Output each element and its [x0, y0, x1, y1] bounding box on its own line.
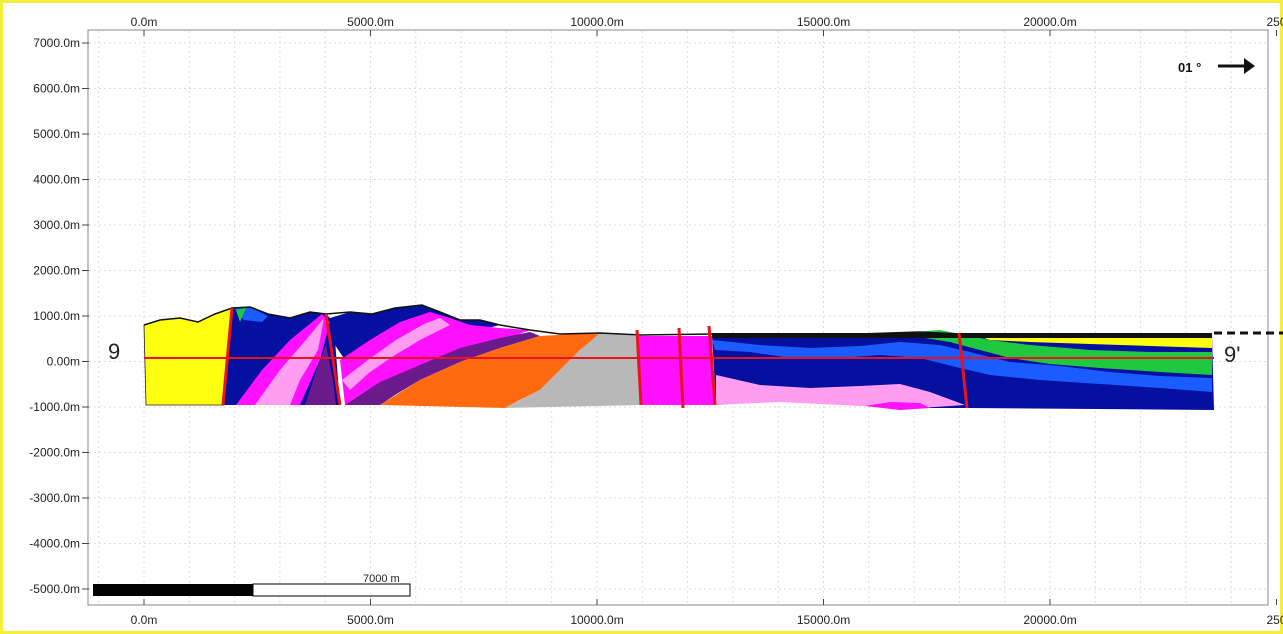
scale-bar: 7000 m: [93, 573, 411, 597]
scale-bar-label: 7000 m: [363, 573, 400, 585]
x-tick-label: 15000.0m: [797, 613, 850, 627]
y-tick-label: -3000.0m: [29, 491, 80, 505]
direction-arrow-icon: [1218, 58, 1255, 74]
x-tick-label: 15000.0m: [797, 15, 850, 29]
unit-purple-2: [345, 332, 540, 405]
x-tick-label: 250: [1266, 613, 1283, 627]
unit-pink-2: [342, 318, 450, 390]
x-tick-label: 20000.0m: [1023, 15, 1076, 29]
x-tick-label: 250: [1266, 15, 1283, 29]
y-tick-label: -4000.0m: [29, 537, 80, 551]
x-tick-label: 0.0m: [131, 15, 158, 29]
y-tick-label: 7000.0m: [33, 36, 80, 50]
section-start-label: 9: [108, 339, 120, 364]
surface-black-band: [712, 333, 1212, 338]
y-tick-label: 0.00m: [47, 355, 80, 369]
fault-1: [221, 307, 234, 406]
unit-magenta-3: [636, 336, 715, 405]
fault-6: [957, 332, 969, 409]
fault-4: [677, 327, 685, 409]
y-tick-label: -2000.0m: [29, 446, 80, 460]
fault-5: [707, 325, 717, 406]
faults: [221, 307, 969, 409]
unit-magenta-lens: [865, 402, 930, 410]
y-tick-label: 1000.0m: [33, 309, 80, 323]
unit-pink-east: [716, 375, 965, 408]
x-axis-bottom: 0.0m 5000.0m 10000.0m 15000.0m 20000.0m 250: [131, 599, 1283, 627]
x-tick-label: 5000.0m: [347, 15, 394, 29]
x-axis-top: 0.0m 5000.0m 10000.0m 15000.0m 20000.0m 250: [131, 15, 1283, 36]
x-tick-label: 10000.0m: [570, 613, 623, 627]
unit-purple-1: [305, 345, 336, 405]
y-axis: 7000.0m 6000.0m 5000.0m 4000.0m 3000.0m 2000.…: [29, 36, 89, 596]
unit-grey: [505, 333, 640, 408]
unit-pink-1: [255, 318, 324, 405]
unit-yellow-west: [143, 307, 233, 406]
y-tick-label: -5000.0m: [29, 582, 80, 596]
x-tick-label: 10000.0m: [570, 15, 623, 29]
y-tick-label: 4000.0m: [33, 173, 80, 187]
y-tick-label: 3000.0m: [33, 218, 80, 232]
section-end-label: 9': [1224, 342, 1240, 367]
unit-green-east: [915, 330, 1212, 375]
unit-green-1: [236, 308, 246, 322]
y-tick-label: 6000.0m: [33, 82, 80, 96]
azimuth-label: 01 °: [1178, 60, 1201, 75]
fault-2: [324, 313, 342, 406]
x-tick-label: 0.0m: [131, 613, 158, 627]
y-tick-label: 2000.0m: [33, 264, 80, 278]
unit-orange: [380, 334, 600, 408]
x-tick-label: 5000.0m: [347, 613, 394, 627]
y-tick-label: -1000.0m: [29, 400, 80, 414]
fault-3: [635, 329, 643, 406]
unit-magenta-1: [236, 314, 330, 405]
x-tick-label: 20000.0m: [1023, 613, 1076, 627]
y-tick-label: 5000.0m: [33, 127, 80, 141]
